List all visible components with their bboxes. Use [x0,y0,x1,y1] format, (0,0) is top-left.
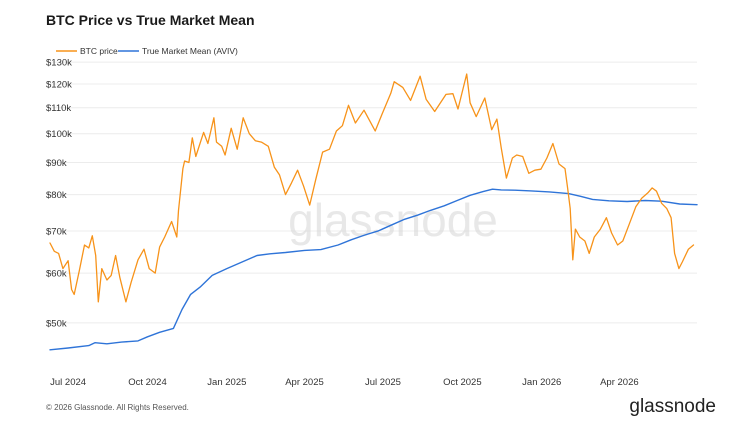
legend-label-true-market-mean: True Market Mean (AVIV) [142,46,238,56]
brand-logo: glassnode [629,396,716,417]
x-tick-label: Oct 2025 [443,377,482,388]
y-tick-label: $80k [46,190,67,201]
x-axis-ticks: Jul 2024 Oct 2024 Jan 2025 Apr 2025 Jul 2025… [50,377,638,388]
chart-title: BTC Price vs True Market Mean [46,12,255,28]
y-tick-label: $50k [46,318,67,329]
y-tick-label: $90k [46,158,67,169]
x-tick-label: Jul 2025 [365,377,401,388]
y-axis-ticks: $130k $120k $110k $100k $90k $80k $70k $60k $50k [46,58,72,330]
y-tick-label: $60k [46,269,67,280]
gridlines [50,61,697,324]
x-tick-label: Apr 2025 [285,377,324,388]
watermark: glassnode [288,194,498,246]
x-tick-label: Oct 2024 [128,377,167,388]
copyright-text: © 2026 Glassnode. All Rights Reserved. [46,403,189,412]
y-tick-label: $110k [46,103,71,114]
legend-label-btc-price: BTC price [80,46,118,56]
x-tick-label: Jan 2025 [207,377,246,388]
x-tick-label: Jan 2026 [522,377,561,388]
y-tick-label: $120k [46,80,72,91]
series-layer [49,73,698,351]
y-tick-label: $130k [46,58,72,69]
y-tick-label: $70k [46,227,67,238]
y-tick-label: $100k [46,129,72,140]
x-tick-label: Jul 2024 [50,377,86,388]
series-line-btc-price [49,73,695,303]
x-tick-label: Apr 2026 [600,377,639,388]
legend: BTC price True Market Mean (AVIV) [56,46,238,56]
series-line-true-market-mean [49,188,698,351]
